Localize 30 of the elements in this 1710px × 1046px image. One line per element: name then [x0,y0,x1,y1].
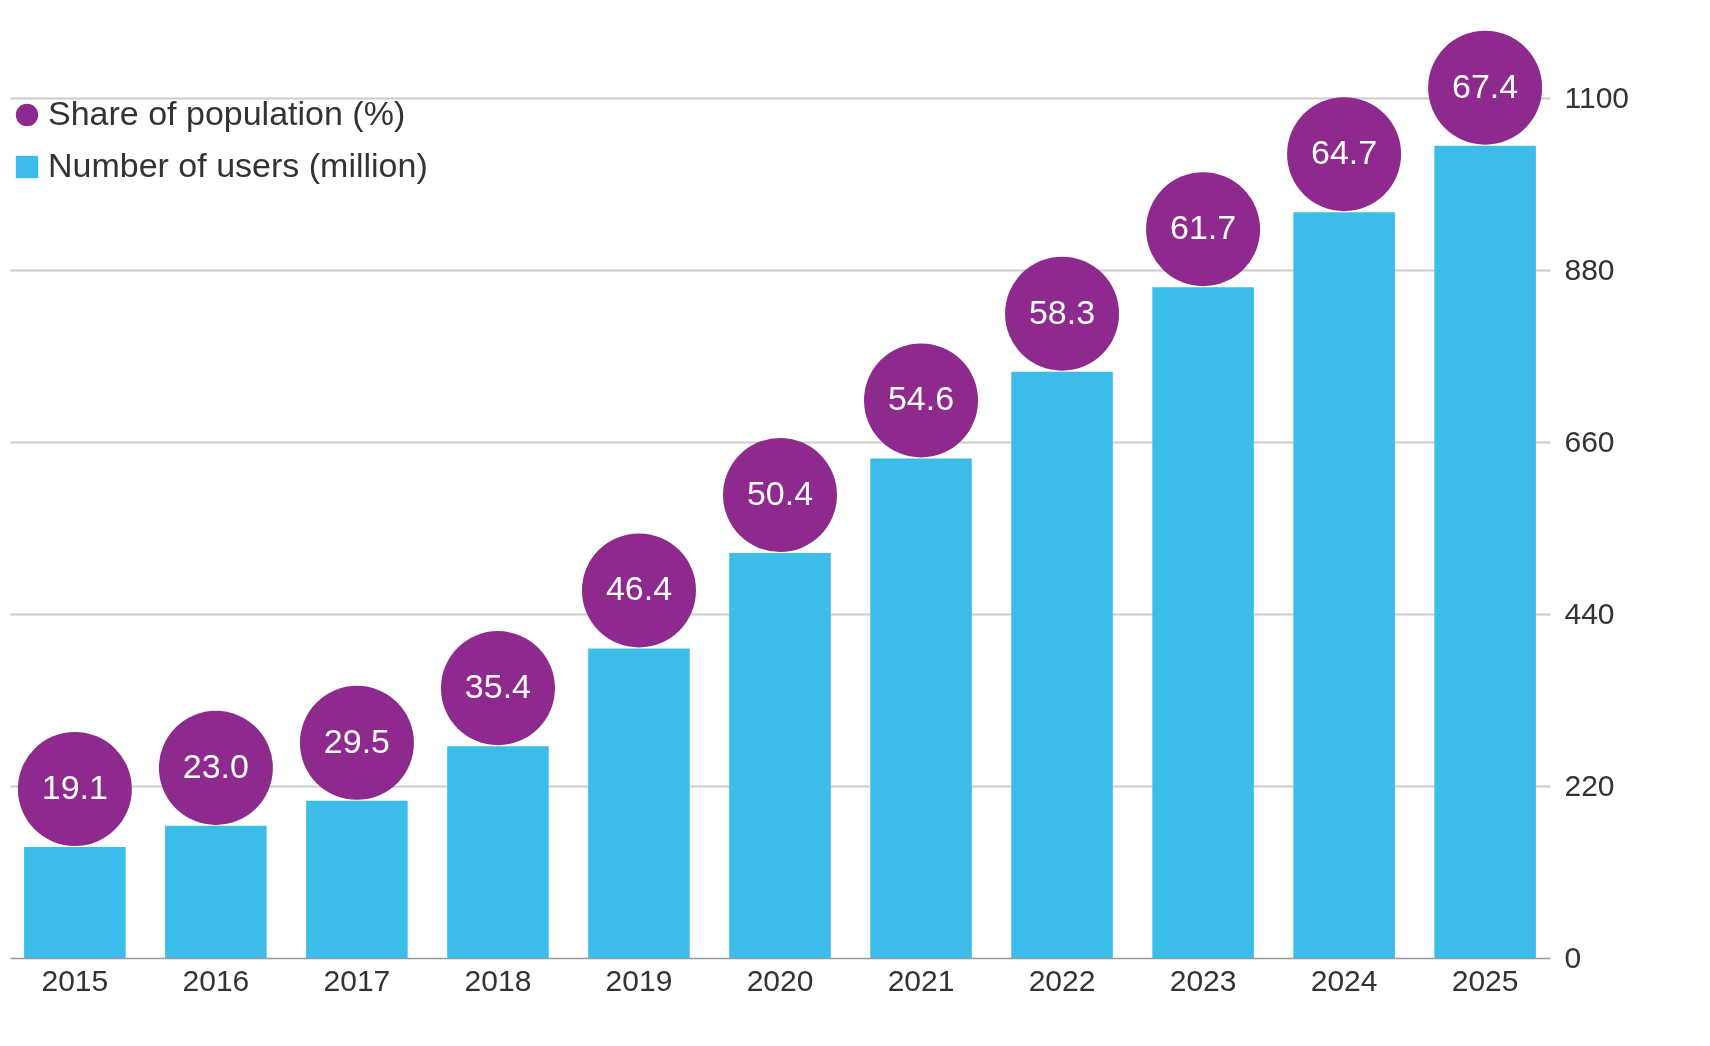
y-tick-label: 1100 [1564,80,1630,114]
annotation: 46.4 [605,569,673,608]
annotation: 67.4 [1452,66,1519,105]
y-tick-label: 660 [1564,424,1615,458]
y-tick-label: 0 [1564,940,1582,974]
y-tick-label: 440 [1564,596,1615,630]
x-tick-label: 2025 [1451,963,1519,997]
annotation: 61.7 [1169,208,1237,247]
annotation: 35.4 [464,667,532,706]
annotation: 64.7 [1311,133,1378,172]
x-tick-label: 2021 [887,963,955,997]
annotation: 58.3 [1028,292,1096,331]
x-tick-label: 2022 [1028,963,1096,997]
x-tick-label: 2023 [1169,963,1237,997]
legend-label: Number of users (million) [48,146,428,184]
x-tick-label: 2016 [182,963,250,997]
annotation: 29.5 [323,721,391,760]
x-tick-label: 2015 [41,963,109,997]
legend-label: Share of population (%) [48,94,406,132]
y-tick-label: 220 [1564,768,1615,802]
x-tick-label: 2017 [323,963,391,997]
x-tick-label: 2018 [464,963,532,997]
x-tick-label: 2024 [1310,963,1378,997]
annotation: 50.4 [746,474,814,513]
annotation: 54.6 [887,379,955,418]
annotation: 19.1 [41,767,108,806]
x-tick-label: 2019 [605,963,673,997]
y-tick-label: 880 [1564,252,1615,286]
x-tick-label: 2020 [746,963,814,997]
annotation: 23.0 [182,746,249,785]
